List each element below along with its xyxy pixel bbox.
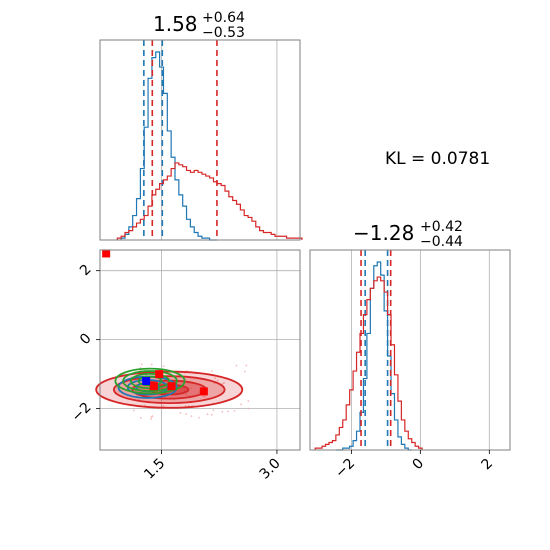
sample-point — [233, 410, 236, 412]
sample-point — [206, 413, 209, 416]
x-tick-label-1: 0 — [410, 456, 428, 474]
sample-point — [211, 370, 213, 372]
axes-frame — [99, 249, 301, 451]
title-param1: 1.58 +0.64 −0.53 — [153, 10, 245, 41]
marker-point-5 — [142, 377, 151, 386]
sample-point — [240, 403, 242, 406]
sample-point — [227, 410, 229, 413]
sample-point — [190, 415, 193, 417]
histogram-step-series-1 — [314, 276, 423, 450]
sample-point — [198, 416, 200, 419]
title-param1-plus: +0.64 — [202, 10, 245, 26]
marker-point-0 — [155, 370, 164, 379]
y-tick-label-0: −2 — [69, 399, 95, 425]
sample-point — [132, 409, 135, 412]
sample-point — [179, 412, 182, 414]
sample-point — [216, 379, 219, 382]
joint-param1-param2-panel: 1.5 3.0 −2 0 2 — [69, 249, 301, 483]
title-param2-minus: −0.44 — [420, 234, 463, 250]
x-tick-label-0: −2 — [332, 456, 358, 482]
sample-point — [140, 363, 143, 366]
sample-point — [137, 398, 140, 401]
sample-point — [243, 370, 246, 373]
sample-point — [221, 410, 224, 413]
sample-point — [202, 395, 205, 398]
x-tick-label-0: 1.5 — [141, 456, 168, 483]
sample-point — [204, 395, 206, 398]
sample-point — [214, 377, 217, 380]
histogram-step-series-0 — [335, 261, 412, 451]
x-tick-label-2: 2 — [479, 456, 497, 474]
title-param2-median: −1.28 — [353, 221, 414, 245]
sample-point — [223, 382, 226, 384]
sample-point — [185, 393, 188, 396]
sample-point — [247, 407, 250, 410]
marker-point-2 — [167, 382, 176, 391]
sample-point — [210, 413, 213, 416]
sample-point — [150, 363, 153, 366]
histogram-step-series-1 — [116, 162, 303, 240]
sample-point — [150, 416, 153, 418]
histogram-step-series-0 — [120, 51, 218, 241]
contour-series-2-level-1 — [122, 370, 178, 392]
sample-point — [190, 387, 193, 389]
marginal-param2-panel: −2 0 2 — [309, 249, 511, 482]
y-tick-label-1: 0 — [77, 330, 95, 348]
sample-point — [181, 387, 184, 390]
title-param1-minus: −0.53 — [202, 25, 245, 41]
sample-point — [212, 409, 215, 412]
sample-point — [162, 365, 165, 368]
sample-point — [185, 413, 188, 415]
sample-point — [150, 418, 152, 420]
axes-frame — [309, 249, 511, 451]
title-param2-plus: +0.42 — [420, 219, 463, 235]
sample-point — [162, 405, 165, 407]
sample-point — [245, 364, 248, 367]
marker-point-1 — [149, 382, 158, 391]
x-tick-label-1: 3.0 — [257, 456, 284, 483]
y-tick-label-2: 2 — [77, 261, 95, 279]
marker-point-3 — [199, 387, 208, 396]
sample-point — [235, 364, 238, 367]
marker-point-4 — [102, 249, 111, 258]
marginal-param1-panel — [99, 39, 303, 241]
title-param2: −1.28 +0.42 −0.44 — [353, 219, 463, 250]
sample-point — [139, 416, 142, 419]
axes-frame — [99, 39, 301, 241]
kl-annotation: KL = 0.0781 — [385, 149, 490, 169]
sample-point — [221, 382, 224, 385]
title-param1-median: 1.58 — [153, 12, 198, 36]
contour-series-2-level-0 — [114, 367, 186, 395]
sample-point — [247, 400, 250, 402]
